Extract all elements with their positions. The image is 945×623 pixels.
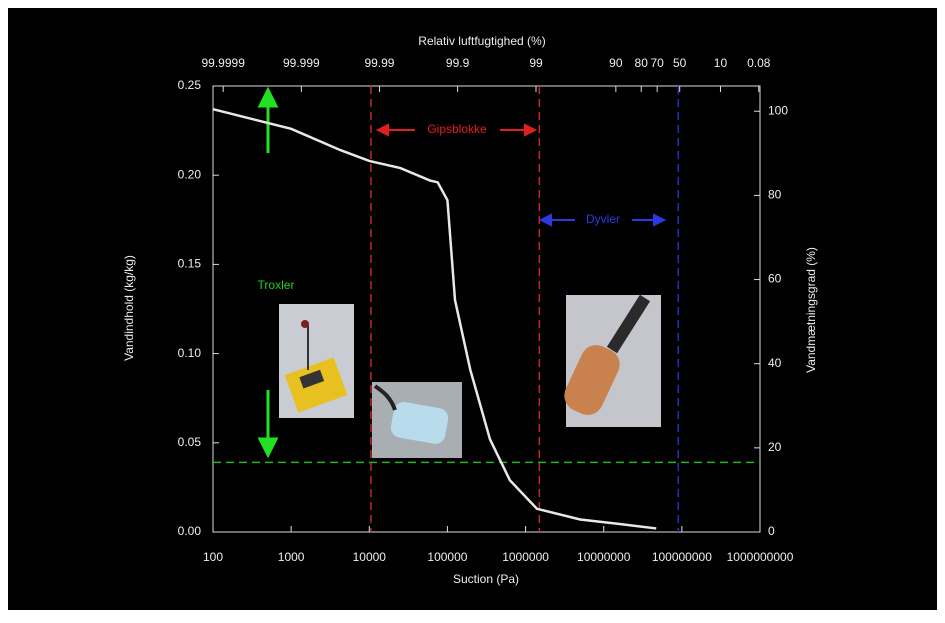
- background: [8, 8, 937, 610]
- top-x-tick-label: 0.08: [747, 56, 771, 70]
- top-x-tick-label: 99.999: [283, 56, 320, 70]
- annotation: Troxler: [258, 278, 295, 292]
- top-x-tick-label: 50: [673, 56, 687, 70]
- x-tick-label: 1000000: [502, 550, 549, 564]
- top-x-tick-label: 10: [714, 56, 728, 70]
- troxler-arrows: [257, 86, 279, 459]
- y2-tick-label: 100: [768, 103, 788, 117]
- gypsum-block-photo: [372, 382, 462, 458]
- annotation: Gipsblokke: [427, 122, 487, 136]
- y2-axis-label: Vandmætningsgrad (%): [804, 247, 818, 373]
- y-axis-label: Vandindhold (kg/kg): [122, 255, 136, 361]
- troxler-photo: [279, 304, 354, 418]
- top-x-tick-label: 80: [635, 56, 649, 70]
- dowel-photo: [564, 294, 661, 427]
- dyvler-arrows: [538, 213, 667, 227]
- top-x-tick-label: 99.99: [364, 56, 394, 70]
- x-axis-label: Suction (Pa): [453, 572, 519, 586]
- top-axis-label: Relativ luftfugtighed (%): [418, 34, 545, 48]
- x-tick-label: 100000000: [652, 550, 712, 564]
- gipsblokke-arrows: [375, 123, 538, 137]
- x-tick-label: 100: [203, 550, 223, 564]
- x-tick-label: 10000000: [577, 550, 631, 564]
- x-tick-label: 1000000000: [727, 550, 794, 564]
- y2-tick-label: 40: [768, 356, 782, 370]
- annotation: Dyvler: [586, 212, 620, 226]
- y2-tick-label: 0: [768, 524, 775, 538]
- top-x-tick-label: 99.9: [446, 56, 470, 70]
- x-tick-label: 100000: [427, 550, 467, 564]
- curve: [212, 107, 657, 530]
- plot-frame: [212, 85, 761, 533]
- y2-tick-label: 60: [768, 272, 782, 286]
- y2-tick-label: 80: [768, 188, 782, 202]
- y2-tick-label: 20: [768, 440, 782, 454]
- y-tick-label: 0.00: [178, 524, 202, 538]
- y-tick-label: 0.25: [178, 78, 202, 92]
- top-x-tick-label: 99.9999: [201, 56, 245, 70]
- y-tick-label: 0.20: [178, 167, 202, 181]
- x-tick-label: 10000: [353, 550, 387, 564]
- top-x-tick-label: 99: [529, 56, 543, 70]
- top-x-tick-label: 90: [609, 56, 623, 70]
- y-tick-label: 0.05: [178, 435, 202, 449]
- y-tick-label: 0.15: [178, 257, 202, 271]
- x-tick-label: 1000: [278, 550, 305, 564]
- y-tick-label: 0.10: [178, 346, 202, 360]
- top-x-tick-label: 70: [650, 56, 664, 70]
